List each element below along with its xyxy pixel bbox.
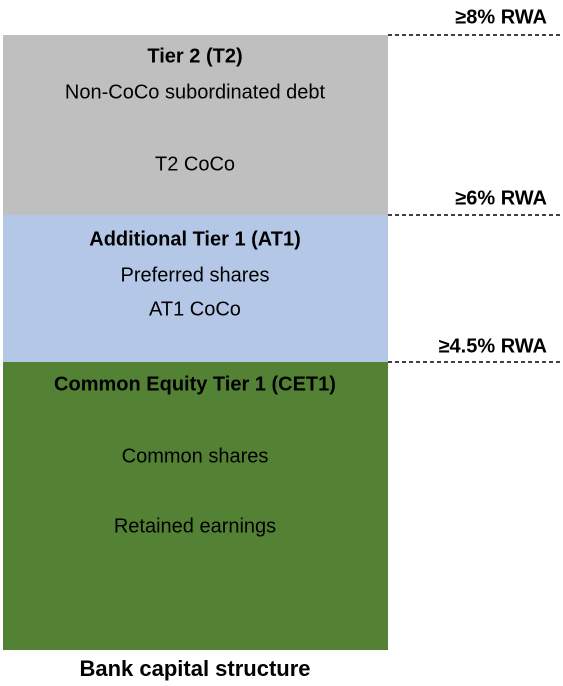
tier-2-box: [3, 35, 388, 215]
threshold-label: ≥8% RWA: [455, 6, 547, 28]
threshold-label: ≥6% RWA: [455, 187, 547, 209]
tier-title: Additional Tier 1 (AT1): [89, 228, 301, 250]
tier-item: Retained earnings: [114, 515, 276, 537]
tier-item: Preferred shares: [121, 264, 270, 286]
tier-item: AT1 CoCo: [149, 298, 241, 320]
threshold-label: ≥4.5% RWA: [439, 335, 547, 357]
tier-item: Common shares: [122, 445, 269, 467]
tier-item: Non-CoCo subordinated debt: [65, 81, 326, 103]
tier-item: T2 CoCo: [155, 153, 235, 175]
cet1-box: [3, 362, 388, 650]
tier-title: Tier 2 (T2): [147, 45, 242, 67]
caption: Bank capital structure: [79, 656, 310, 681]
tier-title: Common Equity Tier 1 (CET1): [54, 373, 336, 395]
at1-box: [3, 215, 388, 362]
